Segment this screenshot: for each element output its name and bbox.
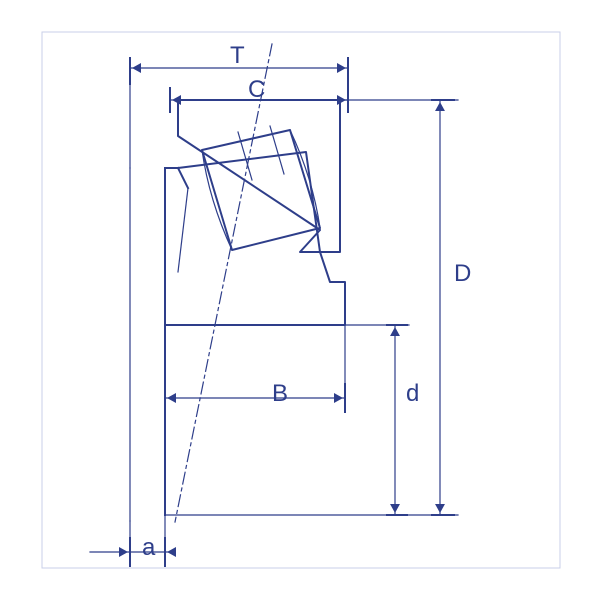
diagram-svg <box>0 0 600 600</box>
label-B: B <box>272 380 288 408</box>
bearing-cross-section-diagram: T C B a D d <box>0 0 600 600</box>
label-T: T <box>230 42 245 70</box>
label-a: a <box>142 534 155 562</box>
label-d: d <box>406 380 419 408</box>
label-C: C <box>248 76 265 104</box>
label-D: D <box>454 260 471 288</box>
